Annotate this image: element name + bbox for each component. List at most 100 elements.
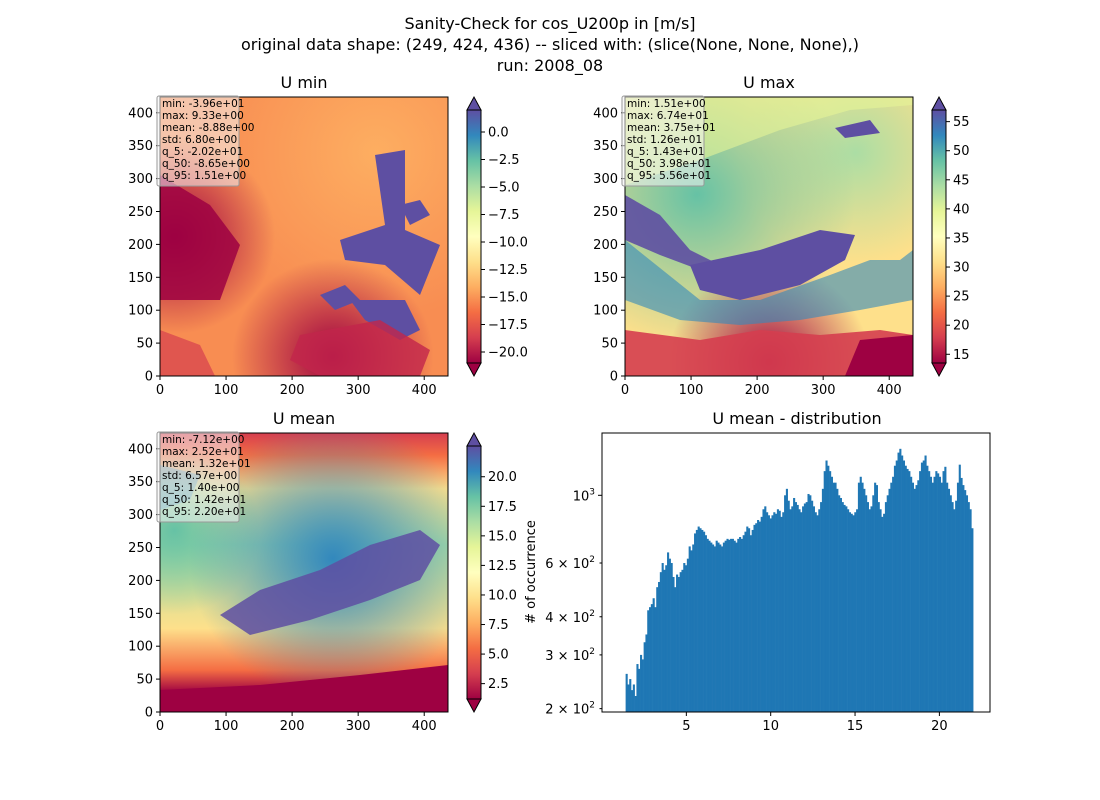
histogram-bar bbox=[836, 488, 839, 712]
histogram-bar bbox=[940, 482, 943, 712]
histogram-bar bbox=[830, 476, 833, 712]
histogram-bar bbox=[827, 465, 830, 712]
histogram-bar bbox=[724, 540, 727, 712]
heatmap-u-max bbox=[625, 97, 913, 376]
y-tick-base: 10 bbox=[573, 489, 590, 504]
histogram-bar bbox=[668, 558, 671, 712]
stats-text-u-min: min: -3.96e+01 max: 9.33e+00 mean: -8.88… bbox=[162, 98, 258, 182]
y-tick-label: 350 bbox=[593, 139, 618, 154]
y-tick-label: 150 bbox=[128, 607, 153, 622]
x-tick-label: 400 bbox=[877, 383, 902, 398]
histogram-bar bbox=[856, 509, 859, 712]
colorbar-tick-label: 15.0 bbox=[488, 529, 517, 544]
stat-std: std: 6.57e+00 bbox=[162, 470, 237, 482]
y-tick-label: 4 × 102 bbox=[545, 609, 595, 626]
stat-max: max: 2.52e+01 bbox=[162, 446, 244, 458]
y-tick-label: 250 bbox=[128, 205, 153, 220]
histogram-bar bbox=[703, 531, 706, 712]
histogram-bar bbox=[803, 503, 806, 712]
histogram-bar bbox=[719, 544, 722, 712]
panel-u-mean-distribution: U mean - distribution # of occurrence 5 1… bbox=[524, 409, 991, 734]
histogram-bar bbox=[767, 515, 770, 712]
histogram-bar bbox=[706, 538, 709, 712]
stat-q50: q_50: 3.98e+01 bbox=[627, 158, 711, 170]
y-tick-exponent: 2 bbox=[589, 647, 595, 657]
histogram-bar bbox=[739, 537, 742, 712]
y-tick-label: 400 bbox=[593, 106, 618, 121]
histogram-bar bbox=[722, 542, 725, 712]
histogram-bar bbox=[733, 540, 736, 712]
histogram-bar bbox=[730, 538, 733, 712]
histogram-bar bbox=[847, 509, 850, 712]
histogram-bar bbox=[942, 471, 945, 712]
stats-box-u-min: min: -3.96e+01 max: 9.33e+00 mean: -8.88… bbox=[156, 95, 258, 187]
stat-mean: mean: 1.32e+01 bbox=[162, 458, 251, 470]
histogram-bar bbox=[769, 518, 772, 712]
histogram-bar bbox=[712, 544, 715, 712]
colorbar-u-min: 0.0 −2.5 −5.0 −7.5 −10.0 −12.5 −15.0 −17.5 −20.0 bbox=[466, 95, 528, 378]
stat-q95: q_95: 2.20e+01 bbox=[162, 506, 246, 518]
histogram-bar bbox=[704, 535, 707, 712]
histogram-bar bbox=[658, 581, 661, 712]
histogram-bar bbox=[753, 524, 756, 712]
colorbar-tick-label: 20.0 bbox=[488, 470, 517, 485]
histogram-bar bbox=[667, 552, 670, 712]
x-tick-label: 400 bbox=[412, 719, 437, 734]
colorbar-tick-label: 15 bbox=[953, 348, 970, 363]
histogram-bar bbox=[649, 607, 652, 712]
colorbar-tick-label: 40 bbox=[953, 202, 970, 217]
x-tick-label: 300 bbox=[811, 383, 836, 398]
histogram-bar bbox=[699, 528, 702, 712]
histogram-bar bbox=[731, 538, 734, 712]
histogram-bar bbox=[949, 495, 952, 712]
y-tick-label: 300 bbox=[128, 172, 153, 187]
histogram-bar bbox=[681, 569, 684, 712]
histogram-bar bbox=[800, 512, 803, 712]
colorbar-tick-label: −12.5 bbox=[488, 263, 528, 278]
y-tick-label: 0 bbox=[145, 706, 153, 721]
histogram-bar bbox=[859, 476, 862, 712]
histogram-bar bbox=[776, 509, 779, 712]
stats-box-u-max: min: 1.51e+00 max: 6.74e+01 mean: 3.75e+… bbox=[621, 95, 716, 187]
histogram-bar bbox=[870, 506, 873, 712]
histogram-bar bbox=[818, 509, 821, 712]
y-tick-times: × bbox=[554, 703, 573, 718]
y-tick-mantissa: 4 bbox=[545, 611, 553, 626]
histogram-bar bbox=[789, 509, 792, 712]
histogram-bars bbox=[625, 448, 974, 712]
histogram-bar bbox=[938, 476, 942, 712]
histogram-bar bbox=[638, 668, 641, 712]
histogram-bar bbox=[888, 488, 891, 712]
figure-title-line-1: Sanity-Check for cos_U200p in [m/s] bbox=[404, 14, 696, 33]
y-tick-label: 200 bbox=[128, 238, 153, 253]
histogram-bar bbox=[865, 495, 868, 712]
histogram-bar bbox=[751, 529, 754, 712]
y-axis-label: # of occurrence bbox=[524, 520, 539, 624]
histogram-bar bbox=[742, 535, 745, 712]
y-tick-mantissa: 6 bbox=[545, 557, 553, 572]
y-tick-base: 10 bbox=[573, 611, 590, 626]
y-tick-label: 300 bbox=[593, 172, 618, 187]
histogram-bar bbox=[632, 684, 635, 712]
histogram-bar bbox=[919, 471, 922, 712]
x-tick-label: 5 bbox=[682, 719, 690, 734]
stat-q50: q_50: -8.65e+00 bbox=[162, 158, 250, 170]
y-tick-exponent: 2 bbox=[589, 701, 595, 711]
histogram-bar bbox=[946, 482, 949, 712]
histogram-bar bbox=[841, 502, 844, 712]
x-tick-label: 10 bbox=[762, 719, 779, 734]
y-tick-label: 150 bbox=[128, 271, 153, 286]
histogram-bar bbox=[749, 535, 752, 712]
histogram-bar bbox=[906, 468, 909, 712]
panel-title-u-min: U min bbox=[281, 73, 328, 92]
histogram-bar bbox=[857, 482, 860, 712]
histogram-bar bbox=[694, 533, 697, 712]
colorbar-tick-label: 45 bbox=[953, 173, 970, 188]
histogram-bar bbox=[701, 529, 704, 712]
histogram-bar bbox=[670, 563, 673, 712]
y-tick-label: 400 bbox=[128, 442, 153, 457]
histogram-bar bbox=[787, 500, 790, 712]
stat-std: std: 6.80e+00 bbox=[162, 134, 237, 146]
histogram-bar bbox=[654, 607, 657, 712]
